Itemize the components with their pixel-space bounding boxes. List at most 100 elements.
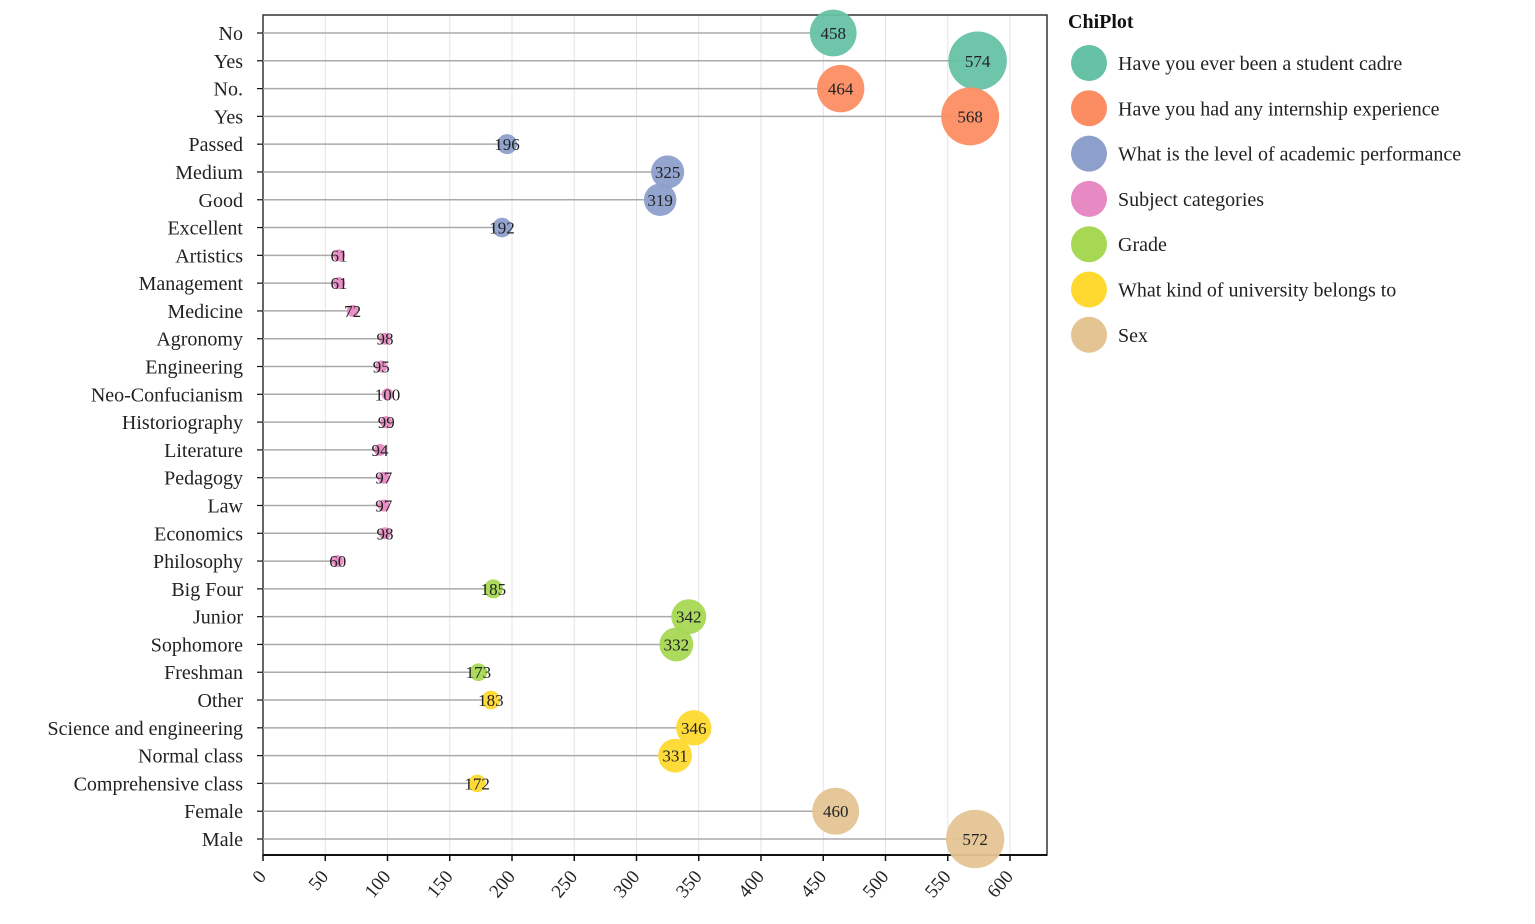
value-label: 342 xyxy=(676,608,702,627)
bubble-point xyxy=(483,579,503,599)
plot-frame xyxy=(262,14,1048,856)
bubble-point xyxy=(658,738,692,773)
value-label: 192 xyxy=(489,219,515,238)
value-label: 98 xyxy=(377,330,394,349)
y-category-label: Literature xyxy=(164,440,243,462)
y-category-label: Engineering xyxy=(145,357,243,379)
y-category-label: Passed xyxy=(189,134,243,156)
x-tick-label: 0 xyxy=(249,867,271,888)
value-label: 94 xyxy=(372,441,390,460)
value-label: 173 xyxy=(466,663,492,682)
x-tick-label: 550 xyxy=(921,867,955,902)
value-label: 346 xyxy=(681,719,707,738)
value-label: 172 xyxy=(464,774,490,793)
y-category-label: Other xyxy=(197,690,243,712)
value-label: 319 xyxy=(647,191,673,210)
y-category-label: Freshman xyxy=(164,662,243,684)
legend-swatch xyxy=(1071,271,1107,308)
legend-swatch xyxy=(1071,180,1107,217)
legend-entry-label: What is the level of academic performanc… xyxy=(1118,144,1461,166)
bubble-point xyxy=(497,134,518,155)
bubble-point xyxy=(332,277,345,290)
value-label: 464 xyxy=(828,80,854,99)
y-category-label: Good xyxy=(199,190,243,212)
bubble-point xyxy=(331,555,344,568)
y-category-label: Medium xyxy=(175,162,243,184)
bubble-point xyxy=(346,304,359,317)
bubble-point xyxy=(676,710,712,746)
y-category-label: Management xyxy=(139,273,244,295)
x-tick-label: 50 xyxy=(305,867,333,895)
y-category-label: Normal class xyxy=(138,746,243,768)
bubble-point xyxy=(468,774,486,793)
legend-swatch xyxy=(1071,135,1107,172)
value-label: 574 xyxy=(965,52,991,71)
y-category-label: Artistics xyxy=(175,245,243,267)
value-label: 98 xyxy=(377,524,394,543)
bubble-point xyxy=(377,471,390,484)
value-label: 97 xyxy=(375,469,393,488)
legend-entry-label: Sex xyxy=(1118,325,1148,347)
x-tick-label: 250 xyxy=(548,867,582,902)
bubble-point xyxy=(671,599,707,635)
bubble-point xyxy=(651,155,685,189)
legend-entry-label: Have you ever been a student cadre xyxy=(1118,53,1402,75)
value-label: 196 xyxy=(494,135,520,154)
value-label: 332 xyxy=(664,635,690,654)
y-category-label: Big Four xyxy=(171,579,243,601)
bubble-point xyxy=(809,9,857,57)
x-tick-label: 450 xyxy=(797,867,831,902)
y-category-label: Pedagogy xyxy=(164,468,243,490)
y-category-label: Neo-Confucianism xyxy=(91,384,244,406)
x-tick-label: 150 xyxy=(423,867,457,902)
x-tick-label: 600 xyxy=(983,867,1017,902)
bubble-point xyxy=(381,388,394,401)
bubble-point xyxy=(379,332,392,345)
legend-entry-label: Grade xyxy=(1118,234,1167,256)
x-tick-label: 300 xyxy=(610,867,644,902)
bubble-point xyxy=(659,627,694,662)
value-label: 185 xyxy=(481,580,507,599)
y-category-label: Medicine xyxy=(167,301,243,323)
y-category-label: Female xyxy=(184,801,243,823)
legend-title: ChiPlot xyxy=(1068,11,1134,33)
value-label: 331 xyxy=(662,747,688,766)
value-label: 460 xyxy=(823,802,849,821)
y-category-label: Excellent xyxy=(167,218,243,240)
bubble-point xyxy=(941,87,1000,146)
value-label: 568 xyxy=(957,107,983,126)
legend-swatch xyxy=(1071,45,1107,81)
bubble-point xyxy=(945,809,1005,869)
bubble-point xyxy=(379,527,392,540)
bubble-point xyxy=(492,217,512,238)
value-label: 61 xyxy=(330,274,347,293)
value-label: 458 xyxy=(820,24,846,43)
bubble-point xyxy=(380,416,393,429)
legend-entry-label: Have you had any internship experience xyxy=(1118,98,1440,120)
y-category-label: Economics xyxy=(154,523,243,545)
legend-swatch xyxy=(1071,316,1107,353)
bubble-point xyxy=(948,31,1007,91)
y-category-label: Yes xyxy=(214,106,243,128)
value-label: 572 xyxy=(962,830,988,849)
bubble-point xyxy=(374,443,387,456)
bubble-point xyxy=(469,663,488,682)
bubble-point xyxy=(375,360,388,373)
x-tick-label: 500 xyxy=(859,867,893,902)
value-label: 60 xyxy=(329,552,346,571)
y-category-label: Junior xyxy=(193,607,243,629)
x-tick-label: 400 xyxy=(734,867,768,902)
value-label: 100 xyxy=(375,385,401,404)
value-label: 183 xyxy=(478,691,504,710)
x-tick-label: 350 xyxy=(672,867,706,902)
y-category-label: Agronomy xyxy=(156,329,243,351)
bubble-point xyxy=(481,690,501,710)
legend-swatch xyxy=(1071,226,1107,263)
y-category-label: No. xyxy=(214,79,243,101)
bubble-point xyxy=(377,499,390,512)
value-label: 95 xyxy=(373,358,390,377)
value-label: 97 xyxy=(375,496,393,515)
legend-entry-label: What kind of university belongs to xyxy=(1118,280,1396,302)
value-label: 325 xyxy=(655,163,681,182)
